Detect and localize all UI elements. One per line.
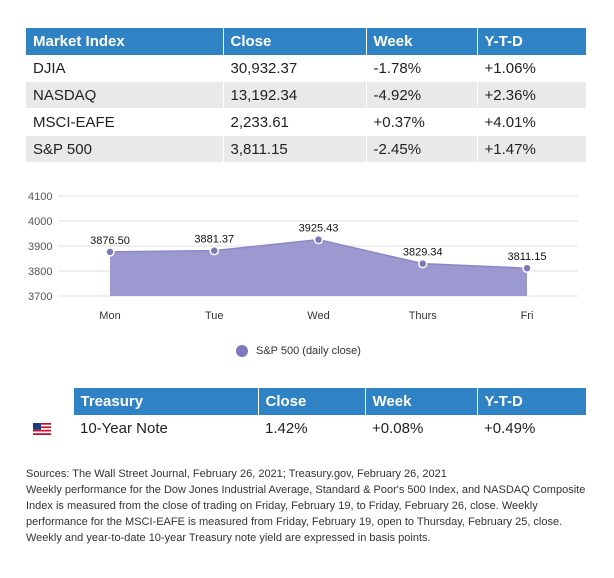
area-series bbox=[110, 239, 527, 296]
treasury-week: +0.08% bbox=[372, 419, 424, 437]
header-close: Close bbox=[223, 28, 367, 55]
index-name: MSCI-EAFE bbox=[26, 108, 224, 136]
x-tick-label: Mon bbox=[99, 310, 120, 322]
table-row: 10-Year Note 1.42% +0.08% +0.49% bbox=[26, 415, 586, 441]
data-label: 3829.34 bbox=[403, 247, 443, 259]
sources-note: Sources: The Wall Street Journal, Februa… bbox=[26, 468, 447, 480]
header-week: Week bbox=[365, 388, 478, 415]
index-close: 3,811.15 bbox=[223, 135, 367, 163]
data-point bbox=[313, 234, 324, 245]
treasury-table-header-row: Treasury Close Week Y-T-D bbox=[26, 388, 586, 415]
header-close: Close bbox=[258, 388, 366, 415]
header-treasury: Treasury bbox=[73, 388, 259, 415]
header-market-index: Market Index bbox=[26, 28, 224, 55]
index-ytd: +4.01% bbox=[477, 108, 586, 136]
market-table-header-row: Market Index Close Week Y-T-D bbox=[26, 28, 586, 55]
index-close: 2,233.61 bbox=[223, 108, 367, 136]
treasury-ytd: +0.49% bbox=[484, 419, 536, 437]
y-tick-label: 3900 bbox=[28, 241, 52, 253]
data-label: 3811.15 bbox=[508, 251, 547, 263]
index-name: DJIA bbox=[26, 55, 224, 82]
us-flag-icon bbox=[26, 415, 73, 441]
table-row: NASDAQ 13,192.34 -4.92% +2.36% bbox=[26, 81, 586, 109]
index-name: NASDAQ bbox=[26, 81, 224, 109]
chart-legend: S&P 500 (daily close) bbox=[236, 343, 361, 359]
index-name: S&P 500 bbox=[26, 135, 224, 163]
header-flag-spacer bbox=[26, 388, 74, 415]
header-ytd: Y-T-D bbox=[477, 388, 586, 415]
index-close: 13,192.34 bbox=[223, 81, 367, 109]
legend-marker bbox=[236, 345, 248, 357]
treasury-close: 1.42% bbox=[265, 419, 308, 437]
market-index-table: Market Index Close Week Y-T-D DJIA 30,93… bbox=[26, 28, 586, 163]
index-week: -1.78% bbox=[366, 55, 478, 82]
data-point bbox=[105, 247, 115, 257]
sp500-chart: 3700 3800 3900 4000 4100 3876.50 3881.37 3925.4… bbox=[0, 184, 614, 374]
table-row: S&P 500 3,811.15 -2.45% +1.47% bbox=[26, 135, 586, 163]
data-label: 3881.37 bbox=[194, 234, 234, 246]
index-close: 30,932.37 bbox=[223, 55, 367, 82]
x-tick-label: Thurs bbox=[409, 310, 438, 322]
header-ytd: Y-T-D bbox=[477, 28, 586, 55]
y-tick-label: 3700 bbox=[28, 291, 52, 303]
y-tick-label: 4000 bbox=[28, 216, 52, 228]
header-week: Week bbox=[366, 28, 478, 55]
index-week: +0.37% bbox=[366, 108, 478, 136]
data-label: 3925.43 bbox=[299, 223, 339, 235]
index-ytd: +1.47% bbox=[477, 135, 586, 163]
x-tick-label: Wed bbox=[307, 310, 329, 322]
treasury-name: 10-Year Note bbox=[80, 419, 168, 437]
data-label: 3876.50 bbox=[90, 235, 130, 247]
methodology-note: Weekly performance for the Dow Jones Ind… bbox=[26, 484, 586, 544]
index-week: -2.45% bbox=[366, 135, 478, 163]
table-row: MSCI-EAFE 2,233.61 +0.37% +4.01% bbox=[26, 108, 586, 136]
table-row: DJIA 30,932.37 -1.78% +1.06% bbox=[26, 55, 586, 82]
data-point bbox=[522, 263, 532, 273]
flag-icon bbox=[33, 422, 51, 435]
y-tick-label: 3800 bbox=[28, 266, 52, 278]
data-point bbox=[418, 258, 428, 269]
index-ytd: +2.36% bbox=[477, 81, 586, 109]
x-tick-label: Fri bbox=[521, 310, 534, 322]
sp500-chart-svg: 3700 3800 3900 4000 4100 3876.50 3881.37 3925.4… bbox=[28, 191, 578, 322]
legend-label: S&P 500 (daily close) bbox=[256, 345, 361, 357]
index-ytd: +1.06% bbox=[477, 55, 586, 82]
x-tick-label: Tue bbox=[205, 310, 224, 322]
data-point bbox=[209, 245, 219, 256]
footnotes: Sources: The Wall Street Journal, Februa… bbox=[26, 466, 592, 546]
index-week: -4.92% bbox=[366, 81, 478, 109]
y-tick-label: 4100 bbox=[28, 191, 52, 203]
treasury-table: Treasury Close Week Y-T-D 10-Year Note 1… bbox=[26, 388, 586, 441]
